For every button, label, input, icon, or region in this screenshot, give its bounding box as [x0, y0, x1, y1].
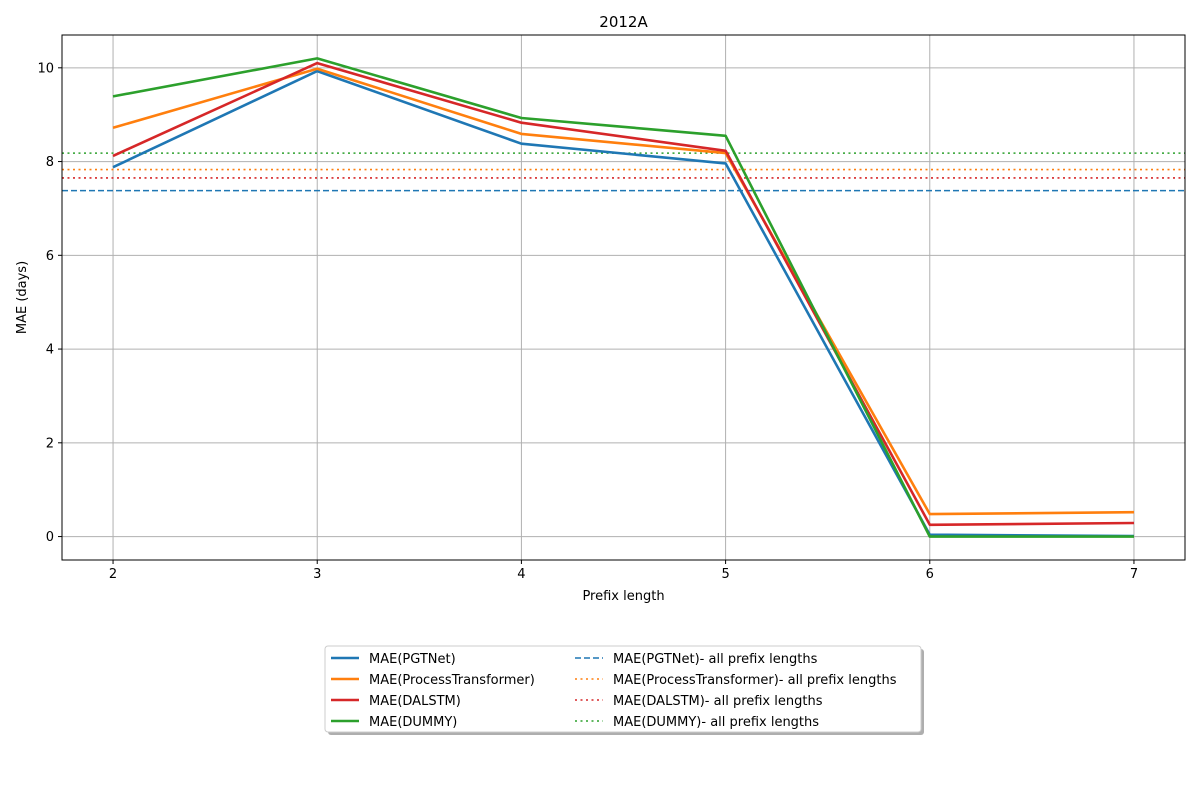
- legend-label: MAE(PGTNet)- all prefix lengths: [613, 652, 818, 667]
- legend-box: [324, 645, 922, 733]
- y-tick-label: 8: [46, 155, 54, 170]
- x-tick-label: 5: [721, 567, 729, 582]
- x-tick-label: 6: [926, 567, 934, 582]
- y-tick-label: 10: [37, 61, 54, 76]
- plot-frame: [61, 34, 1186, 561]
- series-line: [112, 61, 1135, 527]
- legend: MAE(PGTNet) MAE(ProcessTransformer) MAE(DA…: [324, 645, 924, 735]
- legend-label: MAE(DUMMY)- all prefix lengths: [613, 715, 819, 730]
- y-tick-label: 0: [46, 530, 54, 545]
- legend-label: MAE(DUMMY): [369, 715, 457, 730]
- y-axis-label: MAE (days): [15, 261, 30, 334]
- x-tick-label: 3: [313, 567, 321, 582]
- legend-label: MAE(DALSTM)- all prefix lengths: [613, 694, 823, 709]
- y-tick-label: 2: [46, 436, 54, 451]
- legend-label: MAE(ProcessTransformer): [369, 673, 535, 688]
- legend-label: MAE(ProcessTransformer)- all prefix leng…: [613, 673, 897, 688]
- reference-lines: [62, 152, 1185, 192]
- series-line: [112, 69, 1135, 538]
- chart-title: 2012A: [599, 13, 648, 31]
- grid-lines: [62, 35, 1185, 560]
- y-tick-label: 4: [46, 343, 54, 358]
- legend-label: MAE(PGTNet): [369, 652, 456, 667]
- x-tick-label: 7: [1130, 567, 1138, 582]
- x-tick-label: 4: [517, 567, 525, 582]
- y-axis-ticks: 0 2 4 6 8 10: [37, 61, 62, 545]
- x-tick-label: 2: [109, 567, 117, 582]
- x-axis-ticks: 2 3 4 5 6 7: [109, 560, 1138, 582]
- series-line: [112, 57, 1134, 538]
- series-lines: [112, 57, 1135, 538]
- x-axis-label: Prefix length: [582, 589, 664, 604]
- legend-label: MAE(DALSTM): [369, 694, 461, 709]
- y-tick-label: 6: [46, 249, 54, 264]
